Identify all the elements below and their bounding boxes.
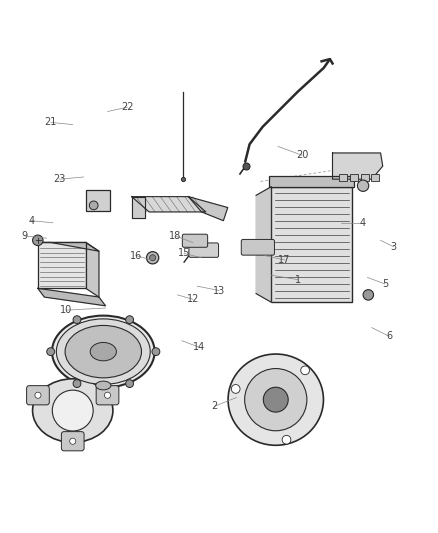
Ellipse shape xyxy=(228,354,323,445)
Text: 3: 3 xyxy=(391,242,397,252)
FancyBboxPatch shape xyxy=(350,174,358,181)
FancyBboxPatch shape xyxy=(86,190,110,211)
Text: 20: 20 xyxy=(296,150,308,160)
Text: 17: 17 xyxy=(278,255,291,265)
Polygon shape xyxy=(38,243,99,251)
Ellipse shape xyxy=(32,379,113,442)
Circle shape xyxy=(150,255,155,261)
Circle shape xyxy=(231,385,240,393)
Circle shape xyxy=(126,316,134,324)
Circle shape xyxy=(301,366,310,375)
FancyBboxPatch shape xyxy=(27,386,49,405)
FancyBboxPatch shape xyxy=(189,243,219,257)
Circle shape xyxy=(126,379,134,387)
Text: 13: 13 xyxy=(213,286,225,295)
FancyBboxPatch shape xyxy=(269,176,354,187)
FancyBboxPatch shape xyxy=(96,386,119,405)
FancyBboxPatch shape xyxy=(61,432,84,451)
Ellipse shape xyxy=(263,387,288,412)
FancyBboxPatch shape xyxy=(182,234,208,247)
Circle shape xyxy=(363,289,374,300)
Text: 9: 9 xyxy=(21,231,28,241)
Circle shape xyxy=(70,438,76,445)
Circle shape xyxy=(73,316,81,324)
Ellipse shape xyxy=(57,319,150,384)
Polygon shape xyxy=(132,197,206,212)
Text: 4: 4 xyxy=(28,216,34,225)
FancyBboxPatch shape xyxy=(339,174,347,181)
Text: 1: 1 xyxy=(294,274,300,285)
FancyBboxPatch shape xyxy=(272,187,352,302)
Polygon shape xyxy=(132,197,145,219)
Text: 6: 6 xyxy=(386,332,392,341)
Ellipse shape xyxy=(52,316,155,387)
Polygon shape xyxy=(332,153,383,179)
Text: 14: 14 xyxy=(193,342,205,352)
Polygon shape xyxy=(256,187,272,302)
Circle shape xyxy=(73,379,81,387)
Text: 21: 21 xyxy=(45,117,57,127)
Text: 18: 18 xyxy=(169,231,181,241)
Circle shape xyxy=(105,392,110,398)
Ellipse shape xyxy=(245,368,307,431)
Text: 5: 5 xyxy=(382,279,388,289)
Text: 12: 12 xyxy=(187,294,199,304)
FancyBboxPatch shape xyxy=(371,174,379,181)
Text: 22: 22 xyxy=(121,102,134,112)
Circle shape xyxy=(282,435,291,444)
Polygon shape xyxy=(38,243,86,288)
Polygon shape xyxy=(188,197,228,221)
Ellipse shape xyxy=(95,381,111,390)
Text: 10: 10 xyxy=(60,305,72,315)
Polygon shape xyxy=(86,243,99,297)
Ellipse shape xyxy=(90,343,117,361)
Circle shape xyxy=(147,252,159,264)
Text: 2: 2 xyxy=(212,401,218,411)
Ellipse shape xyxy=(65,326,141,378)
FancyBboxPatch shape xyxy=(241,239,275,255)
Ellipse shape xyxy=(52,390,93,431)
Text: 16: 16 xyxy=(130,251,142,261)
Polygon shape xyxy=(38,288,106,306)
Circle shape xyxy=(35,392,41,398)
Text: 23: 23 xyxy=(53,174,66,184)
Circle shape xyxy=(152,348,160,356)
Circle shape xyxy=(47,348,55,356)
Circle shape xyxy=(32,235,43,246)
Circle shape xyxy=(357,180,369,191)
Text: 15: 15 xyxy=(178,248,190,259)
Text: 4: 4 xyxy=(360,218,366,228)
Circle shape xyxy=(89,201,98,210)
FancyBboxPatch shape xyxy=(361,174,369,181)
